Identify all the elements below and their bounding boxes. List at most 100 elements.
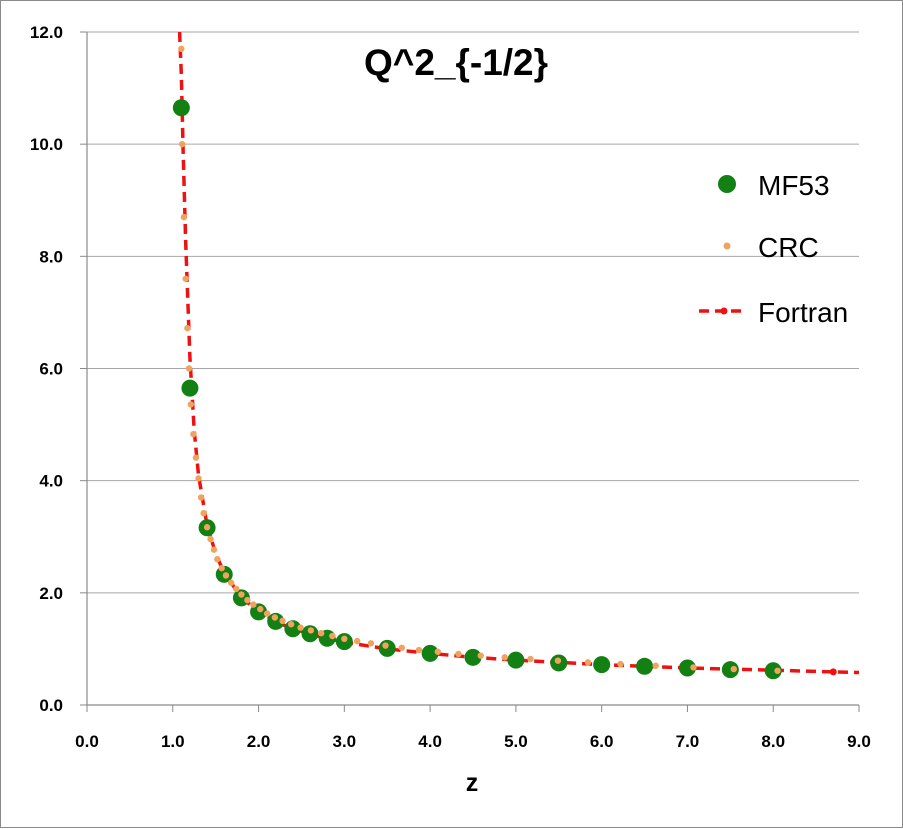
crc-point bbox=[179, 140, 186, 148]
series-crc bbox=[178, 45, 781, 674]
crc-point bbox=[184, 324, 191, 332]
y-tick-labels: 0.0 2.0 4.0 6.0 8.0 10.0 12.0 bbox=[30, 23, 63, 715]
crc-point bbox=[287, 621, 295, 628]
mf53-point bbox=[181, 379, 199, 397]
crc-point bbox=[398, 644, 406, 651]
crc-point bbox=[200, 509, 207, 517]
crc-point bbox=[477, 652, 484, 659]
x-tick-label: 8.0 bbox=[761, 732, 785, 751]
legend-label-fortran: Fortran bbox=[758, 297, 848, 328]
x-tick-label: 1.0 bbox=[161, 732, 185, 751]
x-tick-label: 3.0 bbox=[333, 732, 357, 751]
crc-point bbox=[227, 579, 235, 586]
crc-point bbox=[271, 614, 279, 621]
mf53-point bbox=[267, 612, 285, 630]
crc-point bbox=[250, 601, 257, 608]
crc-point bbox=[730, 665, 737, 673]
legend-label-mf53: MF53 bbox=[758, 170, 830, 201]
mf53-point bbox=[678, 659, 696, 677]
fortran-point bbox=[829, 668, 837, 676]
crc-point bbox=[214, 555, 221, 563]
crc-point bbox=[190, 430, 197, 438]
crc-point bbox=[690, 664, 697, 671]
y-tick-label: 10.0 bbox=[30, 135, 63, 154]
crc-point bbox=[297, 624, 304, 631]
mf53-point bbox=[721, 661, 739, 679]
y-tick-label: 12.0 bbox=[30, 23, 63, 42]
chart-title: Q^2_{-1/2} bbox=[364, 42, 548, 83]
crc-point bbox=[317, 630, 325, 637]
y-tick-label: 0.0 bbox=[39, 696, 63, 715]
crc-point bbox=[244, 596, 251, 604]
crc-point bbox=[584, 659, 592, 666]
crc-point bbox=[554, 657, 562, 664]
x-tick-label: 7.0 bbox=[676, 732, 700, 751]
mf53-point bbox=[636, 657, 654, 675]
mf53-point bbox=[593, 656, 611, 674]
crc-point bbox=[367, 640, 375, 647]
x-tick-label: 9.0 bbox=[847, 732, 871, 751]
crc-point bbox=[257, 605, 264, 613]
crc-point bbox=[263, 610, 271, 617]
crc-point bbox=[415, 646, 423, 654]
crc-point bbox=[180, 213, 188, 221]
series-fortran bbox=[177, 31, 860, 676]
crc-point bbox=[774, 667, 781, 674]
y-tick-label: 8.0 bbox=[39, 247, 63, 266]
crc-point bbox=[341, 635, 348, 643]
crc-point bbox=[218, 564, 225, 572]
crc-point bbox=[382, 642, 389, 649]
crc-point bbox=[185, 365, 193, 372]
crc-point bbox=[195, 475, 202, 482]
crc-point bbox=[279, 617, 286, 625]
crc-point bbox=[652, 662, 659, 669]
axes bbox=[80, 31, 860, 712]
crc-point bbox=[233, 585, 240, 593]
crc-point bbox=[434, 648, 442, 655]
legend-marker-crc bbox=[723, 242, 731, 250]
legend-label-crc: CRC bbox=[758, 232, 819, 263]
crc-point bbox=[210, 546, 218, 553]
series-mf53 bbox=[172, 99, 782, 680]
mf53-point bbox=[507, 651, 525, 669]
x-tick-labels: 0.0 1.0 2.0 3.0 4.0 5.0 6.0 7.0 8.0 9.0 bbox=[75, 732, 871, 751]
y-tick-label: 2.0 bbox=[39, 584, 63, 603]
crc-point bbox=[238, 591, 245, 598]
x-tick-label: 5.0 bbox=[504, 732, 528, 751]
x-tick-label: 6.0 bbox=[590, 732, 614, 751]
crc-point bbox=[501, 654, 508, 661]
crc-point bbox=[307, 627, 315, 634]
crc-point bbox=[192, 454, 200, 461]
x-tick-label: 2.0 bbox=[247, 732, 271, 751]
crc-point bbox=[354, 637, 361, 645]
crc-point bbox=[207, 535, 214, 543]
mf53-point bbox=[378, 639, 396, 657]
mf53-point bbox=[464, 648, 482, 666]
y-tick-label: 4.0 bbox=[39, 472, 63, 491]
crc-point bbox=[178, 45, 185, 53]
legend-marker-fortran bbox=[720, 307, 728, 315]
gridlines bbox=[87, 31, 859, 594]
fortran-line bbox=[177, 31, 860, 675]
crc-point bbox=[617, 660, 624, 668]
x-tick-label: 0.0 bbox=[75, 732, 99, 751]
x-axis-label: z bbox=[466, 769, 479, 797]
mf53-point bbox=[301, 625, 319, 643]
crc-point bbox=[187, 401, 194, 408]
crc-point bbox=[222, 572, 230, 579]
mf53-point bbox=[764, 662, 782, 680]
y-tick-label: 6.0 bbox=[39, 360, 63, 379]
crc-point bbox=[182, 275, 189, 282]
mf53-point bbox=[421, 644, 439, 662]
crc-point bbox=[527, 655, 534, 663]
x-tick-label: 4.0 bbox=[418, 732, 442, 751]
legend: MF53 CRC Fortran bbox=[699, 170, 848, 328]
crc-point bbox=[203, 524, 211, 531]
crc-point bbox=[197, 494, 205, 501]
crc-point bbox=[329, 632, 336, 640]
mf53-point bbox=[172, 99, 190, 117]
legend-marker-mf53 bbox=[718, 175, 736, 193]
crc-point bbox=[455, 650, 462, 658]
